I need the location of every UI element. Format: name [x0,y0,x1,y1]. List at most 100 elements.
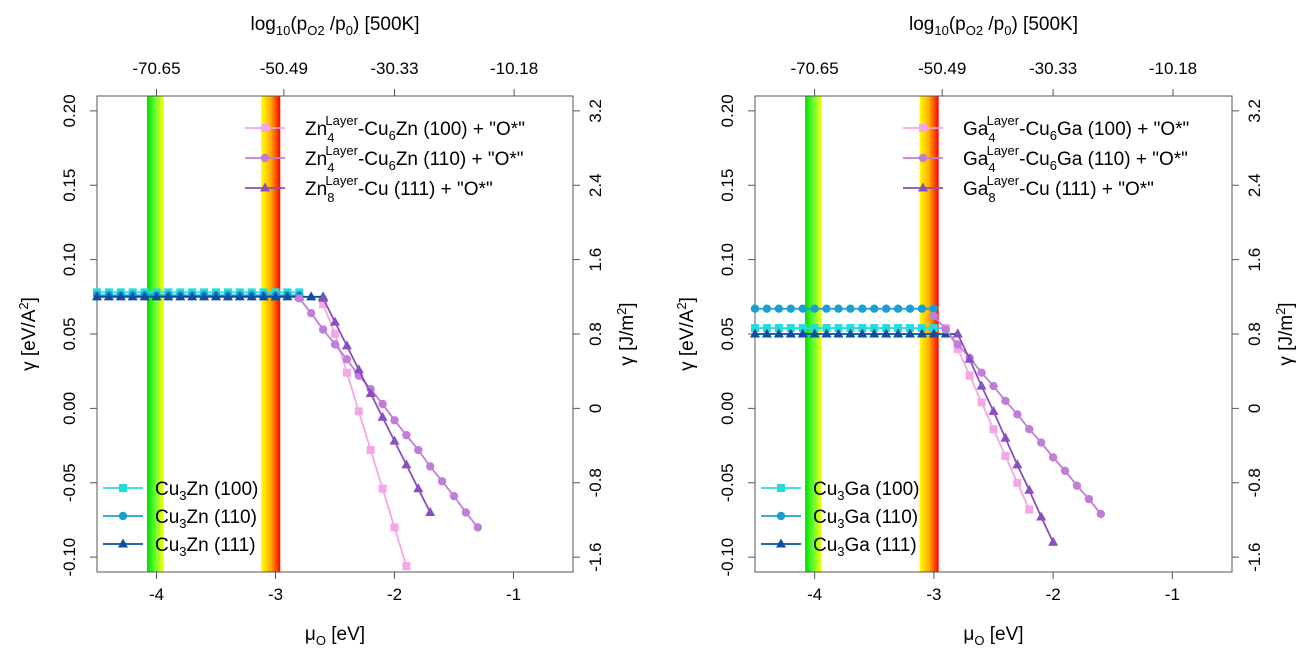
right-tick-label: 0 [586,404,605,413]
data-point [977,398,986,407]
data-point [797,328,808,338]
data-point [425,507,436,516]
data-point [437,477,447,486]
data-point [929,304,939,313]
series-line [322,303,408,567]
data-point [906,324,915,333]
data-point [1048,453,1058,462]
data-point [331,330,339,338]
data-point [833,328,844,338]
data-point [821,328,832,338]
data-point [461,508,471,517]
data-point [1001,396,1010,406]
data-point [916,328,927,338]
data-point [1013,410,1022,419]
data-point [929,324,938,333]
legend-marker [918,153,928,163]
legend-label: Ga8Layer-Cu (111) + "O*" [963,173,1154,205]
data-point [928,328,939,338]
y-tick-label: 0.10 [60,243,79,276]
y-tick-label: 0.15 [718,169,737,202]
data-point [810,324,819,333]
y-tick-label: -0.05 [718,463,737,502]
x-tick-label: -2 [1046,585,1061,604]
legend-label: Zn4Layer-Cu6Zn (100) + "O*" [305,113,525,145]
right-tick-label: 2.4 [1245,173,1264,197]
data-point [822,304,831,313]
data-point [761,328,772,338]
data-point [187,291,198,301]
data-point [762,324,771,333]
top-axis-label: log10(pO2 /p0) [500K] [909,14,1078,38]
data-point [917,324,926,333]
data-point [941,325,950,334]
data-point [858,304,867,313]
data-point [342,368,351,377]
data-point [449,491,459,501]
legend-label: Ga4Layer-Cu6Ga (100) + "O*" [963,113,1189,145]
data-point [319,300,328,309]
data-point [163,291,174,301]
right-tick-label: 1.6 [1245,248,1264,272]
data-point [798,304,807,313]
legend-marker [260,182,270,192]
data-point [103,291,114,301]
data-point [894,324,903,333]
data-point [905,304,915,313]
y-tick-label: 0.20 [718,94,737,127]
data-point [92,291,102,301]
legend-marker [119,484,127,492]
data-point [1096,509,1106,519]
data-point [989,381,998,391]
legend-marker [919,124,927,132]
chart-panel-1: -4 -3 -2 -1 -70.65 -50.49 -30.33 -10.18 -0.10 -0.… [16,14,638,648]
right-tick-label: -1.6 [586,542,605,571]
data-point [127,291,138,301]
data-point [786,324,795,333]
data-point [318,292,329,302]
data-point [330,340,340,349]
data-point [785,328,796,338]
y-tick-label: 0.00 [60,392,79,425]
legend-label: Cu3Ga (111) [813,535,917,559]
legend-top-right: Zn4Layer-Cu6Zn (100) + "O*"Zn4Layer-Cu6Z… [245,113,525,205]
data-point [965,371,974,380]
data-point [881,304,891,313]
data-point [1036,511,1047,521]
legend-top-right: Ga4Layer-Cu6Ga (100) + "O*"Ga4Layer-Cu6G… [903,113,1189,205]
data-point [964,353,975,363]
data-point [246,291,257,301]
data-point [882,324,891,333]
data-point [1025,425,1034,434]
legend-bottom-left: Cu3Ga (100) Cu3Ga (110) Cu3Ga (111) [761,479,920,559]
data-point [810,304,819,313]
data-point [390,416,399,425]
series-3 [750,328,963,338]
legend-label: Cu3Zn (100) [155,479,258,503]
data-point [473,523,482,532]
data-point [774,324,783,333]
y-tick-label: -0.10 [718,538,737,577]
data-point [413,483,424,493]
series-3 [92,291,329,301]
top-axis-label: log10(pO2 /p0) [500K] [251,14,420,38]
data-point [402,562,411,571]
data-point [330,316,340,326]
data-point [988,405,999,415]
data-point [846,304,855,313]
data-point [342,355,352,364]
legend-label: Cu3Zn (111) [155,535,256,559]
legend-label: Ga4Layer-Cu6Ga (110) + "O*" [963,143,1188,175]
top-tick-label: -10.18 [1149,59,1197,78]
y-tick-label: 0.15 [60,169,79,202]
legend-label: Cu3Zn (110) [155,507,257,531]
data-point [893,328,904,338]
data-point [341,340,352,350]
data-point [977,368,986,377]
right-tick-label: 1.6 [586,248,605,272]
legend-marker [777,484,785,492]
data-point [1084,494,1094,504]
series-5 [295,294,482,532]
data-point [869,328,880,338]
data-point [953,344,962,353]
